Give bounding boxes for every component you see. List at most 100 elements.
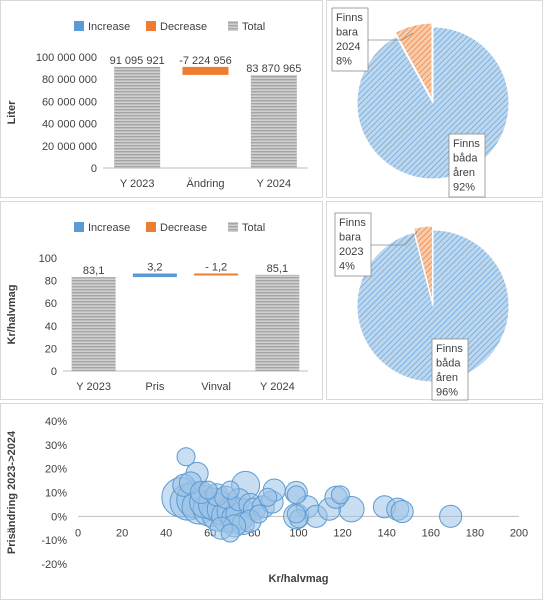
x-tick-label: 40 bbox=[160, 527, 172, 539]
legend-label-decrease: Decrease bbox=[160, 21, 207, 33]
bubble-point bbox=[439, 504, 463, 528]
x-tick-label: Y 2023 bbox=[76, 381, 111, 393]
bubble-point bbox=[286, 485, 306, 505]
bubble-point bbox=[330, 485, 350, 505]
bubble-point bbox=[286, 504, 306, 524]
y-tick-label: -20% bbox=[41, 559, 67, 571]
y-tick-label: 40 bbox=[45, 321, 57, 333]
pie-label-small-box bbox=[331, 7, 369, 72]
legend-swatch-decrease bbox=[146, 222, 156, 232]
pie-label-small-text: Finns bbox=[336, 12, 363, 24]
bubble-panel: -20% -10% 0% 10% 20% 30% 40% 0 20 40 60 80 100 120 140… bbox=[0, 403, 543, 600]
waterfall-panel-price: Increase Decrease Total Kr/halvmag 0 20 40 60 80… bbox=[0, 201, 323, 400]
data-label: - 1,2 bbox=[205, 261, 227, 273]
y-tick-label: 10% bbox=[45, 488, 67, 500]
waterfall-bar-total bbox=[255, 274, 300, 371]
legend-swatch-total bbox=[228, 222, 238, 232]
x-tick-label: Y 2023 bbox=[120, 178, 155, 190]
y-tick-label: 0 bbox=[91, 163, 97, 175]
legend-label-increase: Increase bbox=[88, 222, 130, 234]
pie-label-small-text: 4% bbox=[339, 261, 355, 273]
waterfall-panel-volume: Increase Decrease Total Liter 0 20 000 000 40 … bbox=[0, 0, 323, 198]
bubble-point bbox=[220, 480, 240, 500]
x-tick-label: 180 bbox=[466, 527, 484, 539]
x-axis-label: Kr/halvmag bbox=[269, 573, 329, 585]
pie-label-small-text: 2024 bbox=[336, 41, 360, 53]
pie-label-large-text: Finns bbox=[453, 138, 480, 150]
pie-label-small-leader bbox=[368, 32, 414, 41]
pie-slice-large bbox=[356, 26, 510, 180]
pie-label-small-box bbox=[334, 212, 372, 277]
y-tick-label: 30% bbox=[45, 440, 67, 452]
waterfall-bar-total bbox=[250, 74, 297, 168]
pie-label-small-text: 2023 bbox=[339, 246, 363, 258]
data-label: 91 095 921 bbox=[110, 55, 165, 67]
pie-label-large-text: båda bbox=[436, 358, 461, 370]
waterfall-chart-price: Increase Decrease Total Kr/halvmag 0 20 40 60 80… bbox=[6, 222, 308, 393]
pie-chart-volume: Finns bara 2024 8% Finns båda åren 92% bbox=[331, 7, 510, 198]
pie-label-large-text: 92% bbox=[453, 182, 475, 194]
pie-label-large-text: 96% bbox=[436, 387, 458, 399]
legend-swatch-increase bbox=[74, 222, 84, 232]
x-tick-label: Pris bbox=[145, 381, 164, 393]
legend-label-total: Total bbox=[242, 222, 265, 234]
pie-label-small-text: 8% bbox=[336, 56, 352, 68]
waterfall-bar-decrease bbox=[194, 273, 239, 276]
x-tick-label: Vinval bbox=[201, 381, 231, 393]
y-tick-label: 20 000 000 bbox=[42, 141, 97, 153]
bubble-point bbox=[198, 480, 218, 500]
y-tick-label: 100 000 000 bbox=[36, 52, 97, 64]
waterfall-bar-total bbox=[114, 66, 161, 168]
data-label: 85,1 bbox=[267, 263, 288, 275]
x-tick-label: Ändring bbox=[187, 178, 225, 190]
legend-label-increase: Increase bbox=[88, 21, 130, 33]
pie-panel-price: Finns bara 2023 4% Finns båda åren 96% bbox=[326, 201, 543, 401]
bubble-point bbox=[249, 504, 269, 524]
x-tick-label: 100 bbox=[289, 527, 307, 539]
x-tick-label: 120 bbox=[333, 527, 351, 539]
x-tick-label: 140 bbox=[378, 527, 396, 539]
y-tick-label: 100 bbox=[39, 253, 57, 265]
pie-label-large-box bbox=[448, 133, 486, 198]
waterfall-bar-total bbox=[71, 277, 116, 371]
bubble-point bbox=[176, 447, 196, 467]
y-tick-label: 80 bbox=[45, 276, 57, 288]
y-axis-label: Liter bbox=[6, 100, 18, 125]
x-tick-label: Y 2024 bbox=[256, 178, 291, 190]
x-tick-label: Y 2024 bbox=[260, 381, 295, 393]
x-tick-label: 0 bbox=[75, 527, 81, 539]
pie-slice-small bbox=[412, 225, 433, 303]
bubble-point bbox=[390, 499, 414, 524]
pie-label-small-text: bara bbox=[336, 27, 359, 39]
pie-label-small-leader bbox=[371, 231, 418, 246]
data-label: 83,1 bbox=[83, 265, 104, 277]
bubble-chart: -20%-10%0%10%20%30%40%0 20 40 60 80 100 120 140… bbox=[6, 416, 528, 585]
legend-swatch-decrease bbox=[146, 21, 156, 31]
legend-swatch-total bbox=[228, 21, 238, 31]
y-tick-label: 80 000 000 bbox=[42, 74, 97, 86]
pie-chart-price: Finns bara 2023 4% Finns båda åren 96% bbox=[334, 212, 510, 401]
pie-label-small-text: Finns bbox=[339, 217, 366, 229]
legend-swatch-increase bbox=[74, 21, 84, 31]
data-label: 83 870 965 bbox=[246, 63, 301, 75]
y-tick-label: 60 bbox=[45, 298, 57, 310]
y-tick-label: 20% bbox=[45, 464, 67, 476]
waterfall-bar-decrease bbox=[182, 66, 229, 75]
y-tick-label: -10% bbox=[41, 535, 67, 547]
bubble-point bbox=[258, 487, 278, 507]
pie-slice-small bbox=[394, 22, 433, 100]
pie-panel-volume: Finns bara 2024 8% Finns båda åren 92% bbox=[326, 0, 543, 198]
x-tick-label: 20 bbox=[116, 527, 128, 539]
y-axis-label: Kr/halvmag bbox=[6, 285, 18, 345]
pie-label-large-box bbox=[431, 338, 469, 401]
pie-label-large-text: åren bbox=[436, 372, 458, 384]
bubble-point bbox=[220, 523, 240, 543]
x-tick-label: 200 bbox=[510, 527, 528, 539]
pie-label-small-text: bara bbox=[339, 232, 362, 244]
pie-label-large-text: Finns bbox=[436, 343, 463, 355]
y-tick-label: 0 bbox=[51, 366, 57, 378]
pie-label-large-text: åren bbox=[453, 167, 475, 179]
data-label: -7 224 956 bbox=[179, 55, 232, 67]
data-label: 3,2 bbox=[147, 261, 162, 273]
y-tick-label: 40% bbox=[45, 416, 67, 428]
